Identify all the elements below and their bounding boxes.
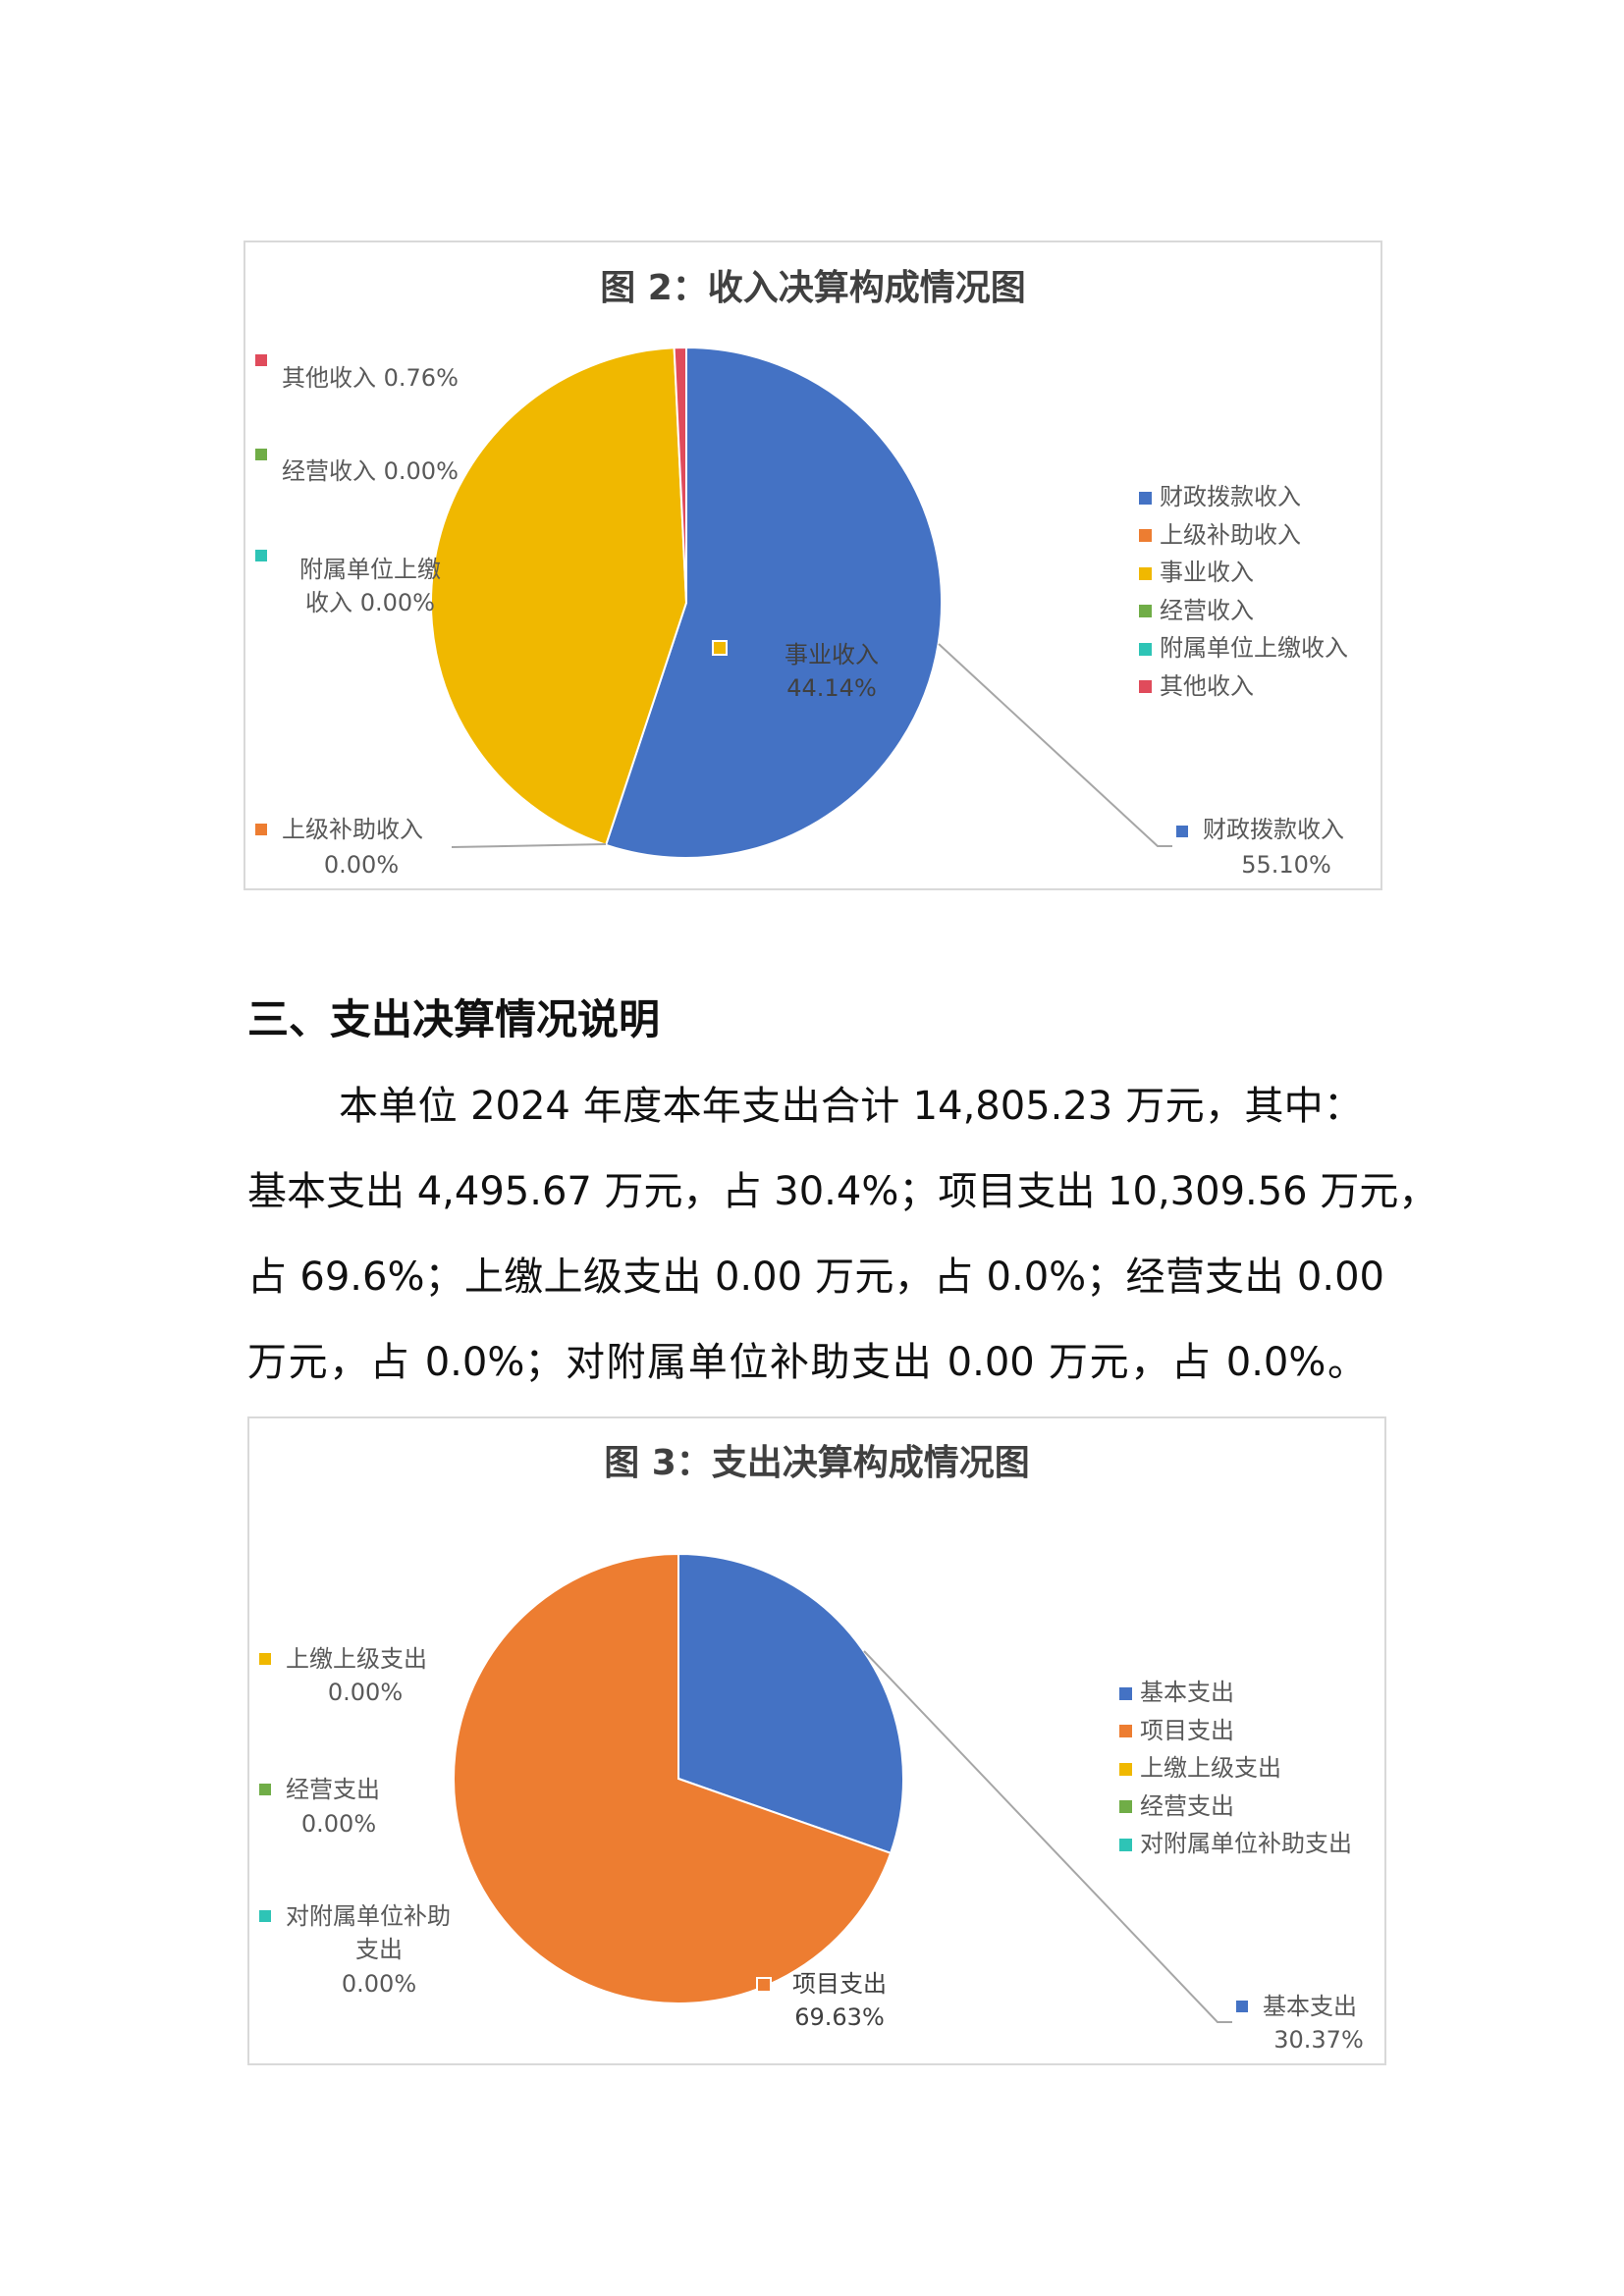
legend-swatch: [1119, 1725, 1132, 1737]
legend-item: 经营支出: [1119, 1788, 1352, 1826]
pie-slice-1: [453, 1552, 893, 2004]
data-label-subsidy-name: 对附属单位补助: [286, 1902, 451, 1930]
legend-label: 上级补助收入: [1160, 520, 1301, 549]
legend-swatch: [1139, 642, 1152, 656]
legend-item: 项目支出: [1119, 1712, 1352, 1750]
leader-line-basic: [863, 1650, 1232, 2023]
leader-line-superior: [451, 843, 607, 848]
data-label-superior-value: 0.00%: [323, 851, 400, 879]
legend-swatch: [1139, 566, 1152, 580]
label-marker-fiscal: [1176, 826, 1188, 837]
paragraph-line: 万元，占 0.0%；对附属单位补助支出 0.00 万元，占 0.0%。: [247, 1340, 1367, 1385]
pie-slice-2: [430, 347, 688, 847]
legend-swatch: [1119, 1686, 1132, 1700]
legend-item: 对附属单位补助支出: [1119, 1825, 1352, 1863]
label-marker-remit: [259, 1653, 271, 1665]
label-marker-project: [756, 1977, 772, 1993]
label-marker-subsidy: [259, 1910, 271, 1922]
legend-swatch: [1119, 1800, 1132, 1813]
data-label-project: 项目支出 69.63%: [792, 1970, 887, 2031]
legend-label: 对附属单位补助支出: [1140, 1830, 1352, 1857]
legend-item: 上级补助收入: [1139, 516, 1348, 555]
data-label-other: 其他收入 0.76%: [282, 364, 459, 392]
paragraph-line: 基本支出 4,495.67 万元，占 30.4%；项目支出 10,309.56 …: [247, 1169, 1438, 1214]
legend-label: 基本支出: [1140, 1679, 1234, 1706]
data-label-subsidy-name2: 支出: [355, 1936, 403, 1963]
label-marker-affiliate: [255, 550, 267, 561]
chart-title: 图 3：支出决算构成情况图: [604, 1443, 1030, 1483]
legend-swatch: [1139, 605, 1152, 617]
label-marker-operating: [255, 449, 267, 460]
chart-title: 图 2：收入决算构成情况图: [600, 268, 1026, 308]
data-label-business: 事业收入 44.14%: [785, 641, 879, 702]
legend-swatch: [1119, 1762, 1132, 1776]
legend-swatch: [1139, 680, 1152, 693]
legend-item: 财政拨款收入: [1139, 478, 1348, 516]
legend-item: 上缴上级支出: [1119, 1749, 1352, 1788]
data-label-fiscal-name: 财政拨款收入: [1203, 816, 1344, 843]
legend-swatch: [1139, 529, 1152, 542]
data-label-basic-name: 基本支出: [1263, 1993, 1357, 2020]
data-label-subsidy-value: 0.00%: [341, 1970, 417, 1998]
data-label-superior-name: 上级补助收入: [282, 816, 423, 843]
legend-label: 经营收入: [1160, 596, 1254, 624]
legend-label: 附属单位上缴收入: [1160, 634, 1348, 662]
legend-label: 财政拨款收入: [1160, 483, 1301, 510]
legend-item: 其他收入: [1139, 667, 1348, 706]
legend-label: 事业收入: [1160, 559, 1254, 586]
label-marker-superior: [255, 824, 267, 835]
data-label-operating: 经营收入 0.00%: [282, 457, 459, 485]
legend-label: 项目支出: [1140, 1716, 1234, 1744]
data-label-affiliate: 附属单位上缴 收入 0.00%: [299, 556, 441, 616]
data-label-basic-value: 30.37%: [1273, 2026, 1364, 2054]
legend-label: 上缴上级支出: [1140, 1754, 1281, 1782]
legend-swatch: [1139, 491, 1152, 505]
legend-item: 基本支出: [1119, 1674, 1352, 1712]
expenditure-pie: [453, 1552, 1232, 2023]
data-label-remit-value: 0.00%: [327, 1679, 404, 1706]
legend-swatch: [1119, 1838, 1132, 1851]
legend-item: 经营收入: [1139, 592, 1348, 630]
data-label-fiscal-value: 55.10%: [1241, 851, 1331, 879]
chart-legend: 财政拨款收入 上级补助收入 事业收入经营收入附属单位上缴收入 其他收入: [1139, 478, 1348, 705]
data-label-operating-value: 0.00%: [300, 1810, 377, 1838]
income-chart: 图 2：收入决算构成情况图 其他收入 0.76% 经营收入 0.00% 附属单位…: [244, 240, 1382, 890]
legend-label: 其他收入: [1160, 671, 1254, 700]
income-pie: [430, 346, 1172, 859]
pie-slice-0: [604, 346, 943, 859]
section-heading: 三、支出决算情况说明: [247, 995, 661, 1043]
chart-legend: 基本支出项目支出上缴上级支出 经营支出对附属单位补助支出: [1119, 1674, 1352, 1863]
paragraph-line: 占 69.6%；上缴上级支出 0.00 万元，占 0.0%；经营支出 0.00: [247, 1255, 1384, 1300]
pie-slice-0: [677, 1552, 904, 1855]
data-label-remit-name: 上缴上级支出: [286, 1645, 427, 1673]
expenditure-chart: 图 3：支出决算构成情况图 上缴上级支出 0.00% 经营支出 0.00% 对附…: [247, 1416, 1386, 2065]
legend-item: 附属单位上缴收入: [1139, 629, 1348, 667]
legend-label: 经营支出: [1140, 1791, 1234, 1820]
label-marker-business: [712, 640, 728, 656]
leader-line-fiscal: [938, 643, 1172, 847]
data-label-operating-name: 经营支出: [286, 1776, 380, 1803]
label-marker-basic: [1236, 2001, 1248, 2012]
label-marker-other: [255, 354, 267, 366]
paragraph-line: 本单位 2024 年度本年支出合计 14,805.23 万元，其中：: [339, 1084, 1363, 1129]
legend-item: 事业收入: [1139, 554, 1348, 592]
pie-slice-5: [673, 346, 687, 604]
label-marker-operating: [259, 1784, 271, 1795]
